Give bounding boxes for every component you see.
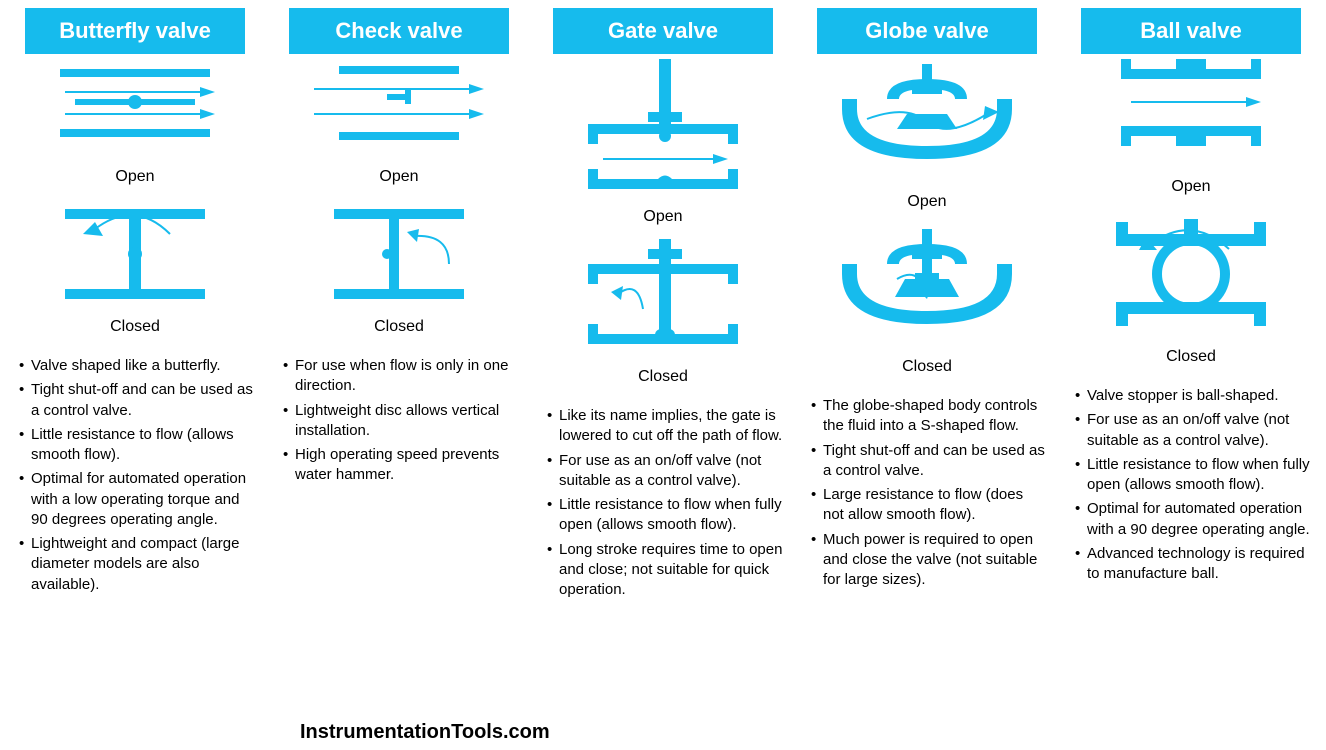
bullet: Advanced technology is required to manuf… <box>1075 544 1311 585</box>
bullet: For use when flow is only in one directi… <box>283 356 519 397</box>
bullet: Little resistance to flow when fully ope… <box>547 495 783 536</box>
diagram-check: Open Closed <box>284 54 514 344</box>
bullet: Optimal for automated operation with a l… <box>19 469 255 530</box>
bullet: Optimal for automated operation with a 9… <box>1075 499 1311 540</box>
label-globe-closed: Closed <box>902 358 952 376</box>
bullet: Tight shut-off and can be used as a cont… <box>19 380 255 421</box>
bullets-ball: Valve stopper is ball-shaped. For use as… <box>1071 386 1311 588</box>
label-gate-closed: Closed <box>638 368 688 386</box>
bullet: Tight shut-off and can be used as a cont… <box>811 441 1047 482</box>
bullet: For use as an on/off valve (not suitable… <box>547 451 783 492</box>
label-butterfly-open: Open <box>115 168 154 186</box>
bullet: Lightweight and compact (large diameter … <box>19 534 255 595</box>
label-ball-open: Open <box>1171 178 1210 196</box>
title-check: Check valve <box>289 8 509 54</box>
attribution-text: InstrumentationTools.com <box>300 721 550 744</box>
diagram-gate: Open Clos <box>548 54 778 394</box>
title-gate: Gate valve <box>553 8 773 54</box>
diagram-globe: Open Closed <box>812 54 1042 384</box>
column-globe: Globe valve <box>804 8 1050 604</box>
bullet: Like its name implies, the gate is lower… <box>547 406 783 447</box>
check-closed-icon <box>299 194 499 314</box>
label-ball-closed: Closed <box>1166 348 1216 366</box>
bullet: Valve stopper is ball-shaped. <box>1075 386 1311 406</box>
page-root: Butterfly valve Open <box>0 0 1326 750</box>
diagram-butterfly: Open Closed <box>20 54 250 344</box>
bullet: For use as an on/off valve (not suitable… <box>1075 410 1311 451</box>
bullet: Valve shaped like a butterfly. <box>19 356 255 376</box>
label-gate-open: Open <box>643 208 682 226</box>
globe-closed-icon <box>817 219 1037 354</box>
diagram-ball: Open Closed <box>1076 54 1306 374</box>
column-butterfly: Butterfly valve Open <box>12 8 258 604</box>
column-check: Check valve Open <box>276 8 522 604</box>
ball-closed-icon <box>1091 204 1291 344</box>
check-open-icon <box>299 54 499 164</box>
title-globe: Globe valve <box>817 8 1037 54</box>
label-butterfly-closed: Closed <box>110 318 160 336</box>
bullet: Much power is required to open and close… <box>811 530 1047 591</box>
globe-open-icon <box>817 54 1037 189</box>
butterfly-open-icon <box>35 54 235 164</box>
bullets-gate: Like its name implies, the gate is lower… <box>543 406 783 604</box>
bullets-globe: The globe-shaped body controls the fluid… <box>807 396 1047 594</box>
gate-closed-icon <box>563 234 763 364</box>
columns-container: Butterfly valve Open <box>12 8 1314 604</box>
column-ball: Ball valve Open <box>1068 8 1314 604</box>
label-check-open: Open <box>379 168 418 186</box>
label-globe-open: Open <box>907 193 946 211</box>
ball-open-icon <box>1091 54 1291 174</box>
bullets-check: For use when flow is only in one directi… <box>279 356 519 490</box>
bullet: High operating speed prevents water hamm… <box>283 445 519 486</box>
butterfly-closed-icon <box>35 194 235 314</box>
bullet: Long stroke requires time to open and cl… <box>547 540 783 601</box>
gate-open-icon <box>563 54 763 204</box>
title-ball: Ball valve <box>1081 8 1301 54</box>
bullet: The globe-shaped body controls the fluid… <box>811 396 1047 437</box>
column-gate: Gate valve <box>540 8 786 604</box>
bullet: Large resistance to flow (does not allow… <box>811 485 1047 526</box>
bullet: Little resistance to flow (allows smooth… <box>19 425 255 466</box>
bullet: Lightweight disc allows vertical install… <box>283 401 519 442</box>
bullets-butterfly: Valve shaped like a butterfly. Tight shu… <box>15 356 255 599</box>
label-check-closed: Closed <box>374 318 424 336</box>
title-butterfly: Butterfly valve <box>25 8 245 54</box>
bullet: Little resistance to flow when fully ope… <box>1075 455 1311 496</box>
